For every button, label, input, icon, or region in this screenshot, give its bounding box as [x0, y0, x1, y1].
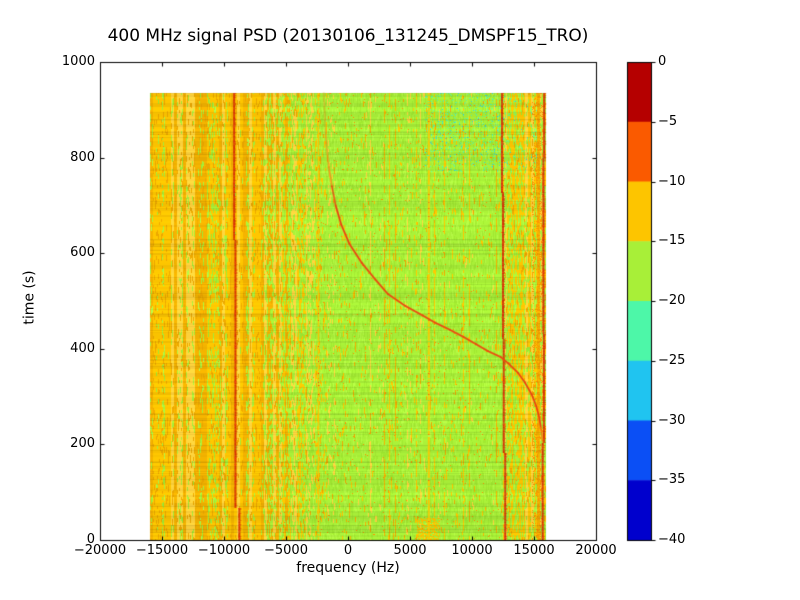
- colorbar-tick-label: −15: [658, 233, 686, 249]
- x-tick-label: −10000: [197, 543, 251, 558]
- colorbar-tick-label: −40: [658, 532, 686, 547]
- colorbar-tick-label: 0: [658, 54, 667, 69]
- y-tick-label: 800: [70, 149, 95, 165]
- y-tick-label: 0: [86, 532, 95, 547]
- x-tick-label: 0: [343, 543, 353, 558]
- x-tick-label: 5000: [393, 543, 427, 558]
- colorbar-tick-label: −10: [658, 173, 686, 189]
- y-tick-label: 600: [70, 245, 95, 261]
- x-tick-label: 20000: [575, 543, 617, 558]
- y-tick-label: 200: [70, 436, 95, 452]
- y-tick-label: 1000: [61, 54, 95, 69]
- x-tick-label: 10000: [451, 543, 493, 558]
- y-axis-label: time (s): [21, 270, 38, 325]
- x-tick-label: −20000: [73, 543, 127, 558]
- plot-title: 400 MHz signal PSD (20130106_131245_DMSP…: [107, 26, 589, 46]
- colorbar-tick-label: −20: [658, 293, 686, 308]
- colorbar-tick-label: −35: [658, 472, 686, 488]
- colorbar-tick-label: −30: [658, 412, 686, 428]
- y-tick-label: 400: [70, 340, 95, 356]
- x-axis-label: frequency (Hz): [296, 560, 400, 576]
- colorbar-tick-label: −5: [658, 113, 678, 129]
- x-tick-label: −15000: [135, 543, 189, 558]
- x-tick-label: 15000: [513, 543, 555, 558]
- colorbar-tick-label: −25: [658, 352, 686, 368]
- x-tick-label: −5000: [264, 543, 308, 558]
